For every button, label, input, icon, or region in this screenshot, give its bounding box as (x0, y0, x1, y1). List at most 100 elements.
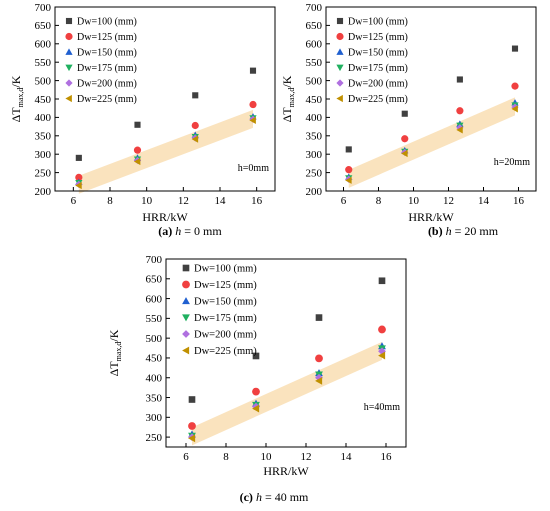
caption-c-letter: (c) (239, 490, 253, 504)
caption-c-h: h (255, 490, 262, 504)
chart-panel-b: 6 8 10 12 14 16 200 250 300 350 400 450 500 550 600 650… (280, 2, 537, 224)
legend-label: Dw=100 (mm) (348, 17, 408, 28)
caption-a-letter: (a) (158, 224, 173, 238)
legend-label: Dw=175 (mm) (194, 313, 257, 324)
y-tick-label: 550 (306, 57, 323, 69)
legend-marker (65, 64, 73, 72)
x-tick-label: 8 (107, 195, 113, 207)
y-tick-label: 350 (35, 131, 52, 143)
trend-band (348, 97, 515, 188)
y-tick-label: 500 (306, 75, 323, 87)
legend-label: Dw=200 (mm) (194, 330, 257, 341)
x-tick-label: 10 (408, 195, 420, 207)
legend-marker (336, 48, 344, 55)
legend-marker (65, 17, 73, 25)
data-point (401, 110, 408, 117)
y-tick-label: 450 (306, 94, 323, 106)
legend-label: Dw=175 (mm) (348, 63, 408, 74)
data-point (75, 181, 82, 190)
y-tick-label: 400 (35, 112, 52, 124)
legend-marker (182, 314, 190, 322)
y-tick-label: 650 (35, 20, 52, 32)
y-tick-label: 400 (146, 373, 163, 385)
y-tick-label: 500 (146, 333, 163, 345)
data-point (378, 351, 386, 360)
panel-annotation: h=20mm (494, 157, 530, 168)
x-tick-label: 6 (341, 195, 347, 207)
data-point (188, 422, 196, 430)
caption-b-text: = 20 mm (451, 224, 499, 238)
y-tick-label: 400 (306, 112, 323, 124)
y-tick-label: 200 (35, 186, 52, 198)
x-tick-label: 10 (141, 195, 153, 207)
y-tick-label: 600 (35, 39, 52, 51)
y-tick-label: 350 (306, 131, 323, 143)
data-point (249, 100, 257, 109)
data-point (345, 166, 353, 174)
legend-label: Dw=125 (mm) (77, 32, 137, 43)
x-tick-label: 14 (341, 451, 353, 463)
chart-panel-a: 6 8 10 12 14 16 200 250 300 350 400 450 500 550 600 650… (9, 2, 276, 224)
y-tick-label: 650 (146, 274, 163, 286)
legend-marker (182, 346, 190, 355)
data-point (345, 146, 352, 153)
data-point (191, 121, 199, 130)
y-tick-label: 250 (146, 432, 163, 444)
legend-label: Dw=150 (mm) (194, 297, 257, 308)
chart-panel-c: 6 8 10 12 14 16 250 300 350 400 450 500 550 600 650 700… (107, 254, 407, 478)
legend-marker (65, 94, 72, 103)
caption-a-h: h (175, 224, 182, 238)
data-point (192, 92, 199, 99)
legend-marker (182, 264, 190, 272)
data-point (75, 173, 83, 181)
x-tick-label: 10 (261, 451, 273, 463)
y-tick-label: 350 (146, 392, 163, 404)
caption-a-text: = 0 mm (181, 224, 222, 238)
y-tick-label: 200 (306, 186, 323, 198)
plot-frame (165, 258, 407, 448)
y-tick-label: 450 (146, 353, 163, 365)
data-point (401, 149, 408, 158)
y-tick-label: 450 (35, 94, 52, 106)
legend-label: Dw=100 (mm) (194, 264, 257, 275)
x-tick-label: 16 (381, 451, 393, 463)
x-tick-label: 14 (215, 195, 227, 207)
legend-label: Dw=225 (mm) (348, 94, 408, 105)
y-tick-label: 250 (35, 167, 52, 179)
data-point (133, 157, 141, 166)
data-point (191, 135, 199, 143)
data-point (134, 121, 141, 128)
data-point (456, 126, 463, 134)
data-point (378, 325, 386, 334)
x-tick-label: 12 (301, 451, 312, 463)
x-axis-label: HRR/kW (263, 464, 309, 478)
data-point (188, 434, 196, 443)
caption-b-letter: (b) (427, 224, 443, 238)
x-tick-label: 16 (251, 195, 263, 207)
legend-label: Dw=150 (mm) (77, 48, 137, 59)
y-tick-label: 300 (146, 412, 163, 424)
legend-marker (336, 79, 344, 87)
data-point (252, 387, 260, 396)
legend-label: Dw=125 (mm) (348, 32, 408, 43)
data-point (511, 82, 519, 90)
data-point (378, 347, 386, 356)
data-point (401, 135, 409, 143)
y-tick-label: 600 (306, 39, 323, 51)
data-point (133, 146, 142, 154)
y-tick-label: 250 (306, 167, 323, 179)
y-tick-label: 700 (35, 2, 52, 14)
caption-c: (c) h = 40 mm (184, 490, 364, 505)
legend-marker (182, 330, 190, 338)
legend-marker (65, 48, 73, 55)
data-point (345, 176, 352, 184)
trend-band (78, 109, 253, 194)
x-tick-label: 6 (183, 451, 189, 463)
x-tick-label: 16 (513, 195, 525, 207)
data-point (378, 277, 386, 285)
x-tick-label: 8 (223, 451, 229, 463)
legend-label: Dw=200 (mm) (77, 79, 137, 90)
data-point (511, 45, 519, 52)
data-point (249, 116, 256, 124)
